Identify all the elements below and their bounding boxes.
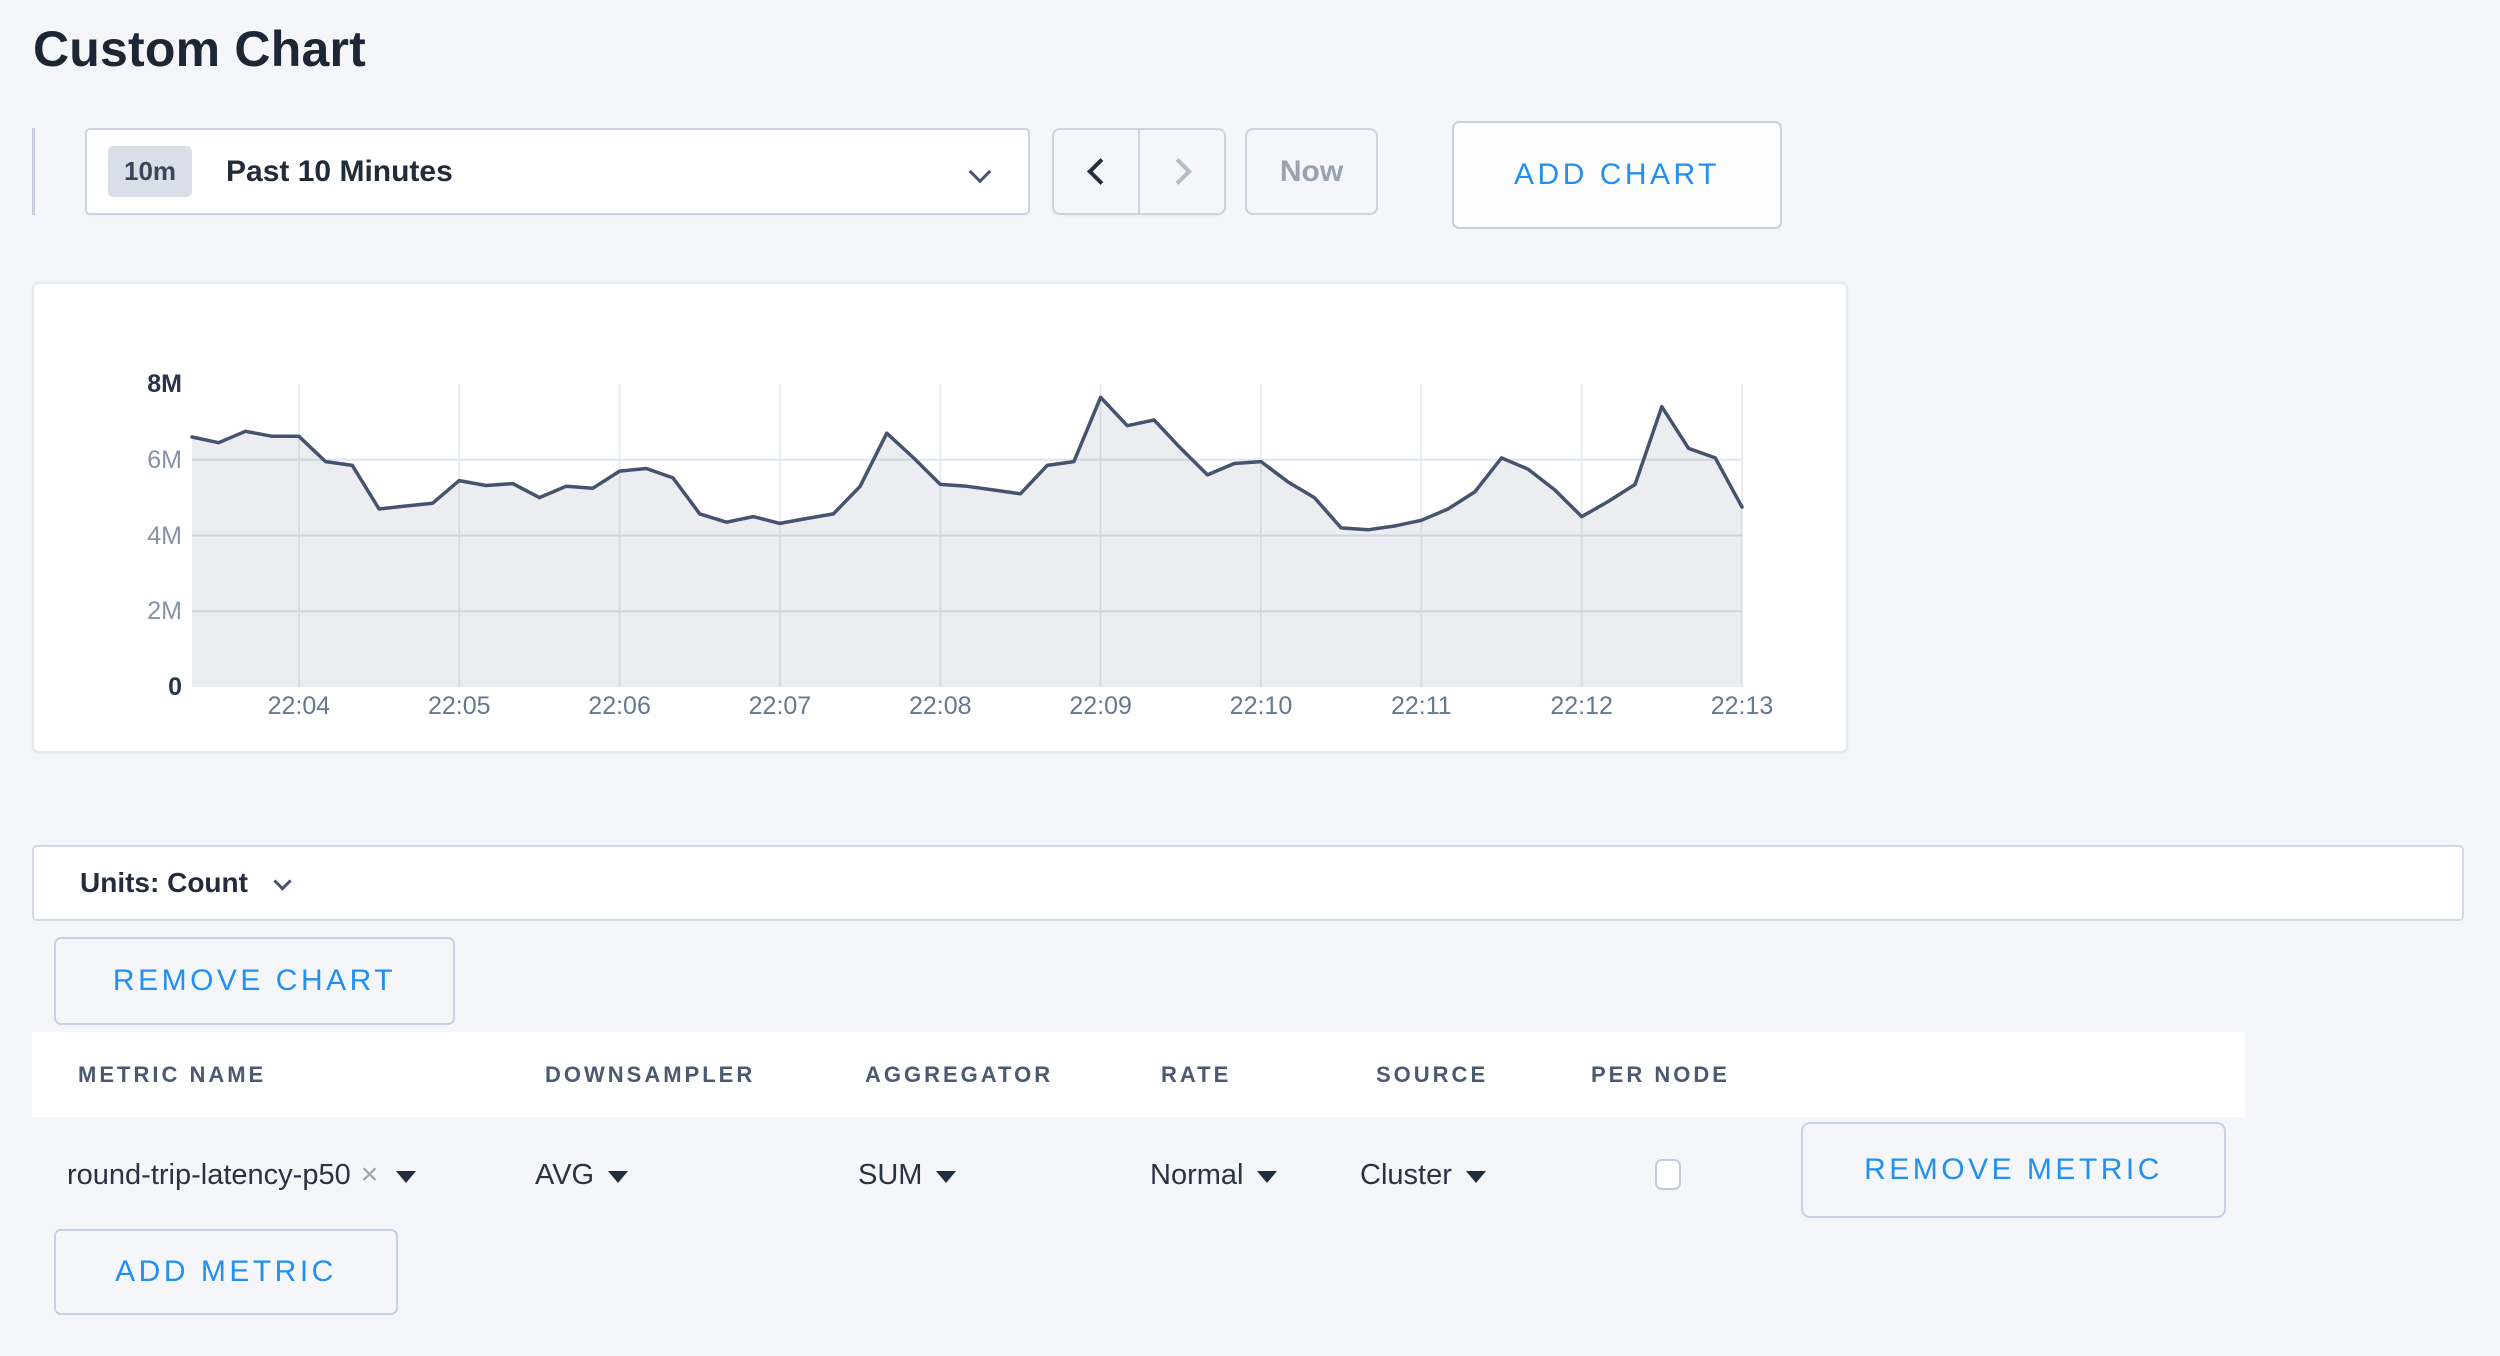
next-time-button[interactable]: [1138, 130, 1224, 213]
x-axis-label: 22:09: [1069, 692, 1132, 720]
chevron-down-icon: [968, 160, 992, 184]
rate-dropdown[interactable]: Normal: [1150, 1135, 1278, 1215]
per-node-checkbox[interactable]: [1655, 1159, 1681, 1190]
x-axis-label: 22:11: [1390, 692, 1452, 720]
time-pager: [1052, 128, 1226, 215]
timeseries-chart: [190, 384, 1744, 687]
aggregator-value: SUM: [858, 1158, 923, 1191]
x-axis-label: 22:13: [1710, 692, 1774, 720]
page-title: Custom Chart: [33, 21, 366, 77]
chevron-down-icon: [273, 871, 292, 891]
remove-metric-button[interactable]: REMOVE METRIC: [1801, 1122, 2226, 1218]
remove-tag-icon[interactable]: ×: [360, 1158, 379, 1191]
y-axis-label: 2M: [147, 597, 182, 626]
column-header: RATE: [1161, 1061, 1232, 1087]
x-axis-label: 22:12: [1550, 692, 1613, 720]
chart-card: 8M 6M 4M 2M 0 22:04 22:05 22:06 22:07 22:08 22:09…: [32, 282, 1848, 753]
prev-time-button[interactable]: [1054, 130, 1138, 213]
dropdown-caret-icon: [936, 1171, 957, 1183]
y-axis-label: 8M: [147, 370, 182, 398]
y-axis-label: 0: [168, 673, 182, 701]
metric-row: round-trip-latency-p50 × AVG SUM Normal …: [0, 1122, 2500, 1218]
remove-chart-button[interactable]: REMOVE CHART: [54, 937, 455, 1025]
column-header: METRIC NAME: [78, 1061, 267, 1087]
column-header: AGGREGATOR: [865, 1061, 1054, 1087]
chevron-right-icon: [1164, 158, 1192, 185]
column-header: PER NODE: [1591, 1061, 1730, 1087]
dropdown-caret-icon: [1465, 1171, 1486, 1183]
x-axis-label: 22:05: [427, 692, 491, 720]
downsampler-value: AVG: [535, 1158, 595, 1191]
source-value: Cluster: [1360, 1158, 1452, 1191]
time-window-label: Past 10 Minutes: [226, 154, 453, 188]
source-dropdown[interactable]: Cluster: [1360, 1135, 1486, 1215]
time-window-dropdown[interactable]: 10m Past 10 Minutes: [85, 128, 1030, 215]
y-axis-label: 6M: [147, 445, 182, 474]
dropdown-caret-icon: [396, 1171, 417, 1183]
chevron-left-icon: [1086, 158, 1114, 185]
units-label: Units: Count: [80, 867, 248, 898]
dropdown-caret-icon: [1257, 1171, 1278, 1183]
rate-value: Normal: [1150, 1158, 1244, 1191]
add-metric-button[interactable]: ADD METRIC: [54, 1229, 398, 1315]
column-header: DOWNSAMPLER: [545, 1061, 756, 1087]
dropdown-caret-icon: [608, 1171, 629, 1183]
time-window-badge: 10m: [108, 146, 193, 197]
x-axis-label: 22:07: [748, 692, 812, 720]
toolbar-left-rule: [32, 128, 35, 215]
units-dropdown[interactable]: Units: Count: [32, 845, 2464, 921]
metric-name-value: round-trip-latency-p50: [67, 1158, 351, 1191]
x-axis-label: 22:08: [908, 692, 972, 720]
metrics-table-header: METRIC NAME DOWNSAMPLER AGGREGATOR RATE SOUR…: [32, 1032, 2245, 1117]
x-axis-label: 22:10: [1229, 692, 1293, 720]
downsampler-dropdown[interactable]: AVG: [535, 1135, 629, 1215]
x-axis-label: 22:04: [267, 692, 331, 720]
y-axis-label: 4M: [147, 521, 182, 550]
now-button[interactable]: Now: [1245, 128, 1378, 215]
add-chart-button[interactable]: ADD CHART: [1452, 121, 1782, 229]
x-axis-label: 22:06: [588, 692, 651, 720]
column-header: SOURCE: [1376, 1061, 1489, 1087]
aggregator-dropdown[interactable]: SUM: [858, 1135, 957, 1215]
metric-name-dropdown[interactable]: round-trip-latency-p50 ×: [67, 1135, 417, 1215]
